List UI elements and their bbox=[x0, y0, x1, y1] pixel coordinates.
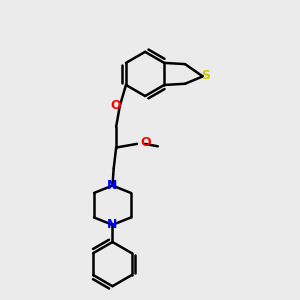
Text: O: O bbox=[141, 136, 151, 149]
Text: N: N bbox=[107, 218, 118, 231]
Text: O: O bbox=[110, 99, 121, 112]
Text: N: N bbox=[107, 179, 118, 192]
Text: S: S bbox=[201, 69, 210, 82]
